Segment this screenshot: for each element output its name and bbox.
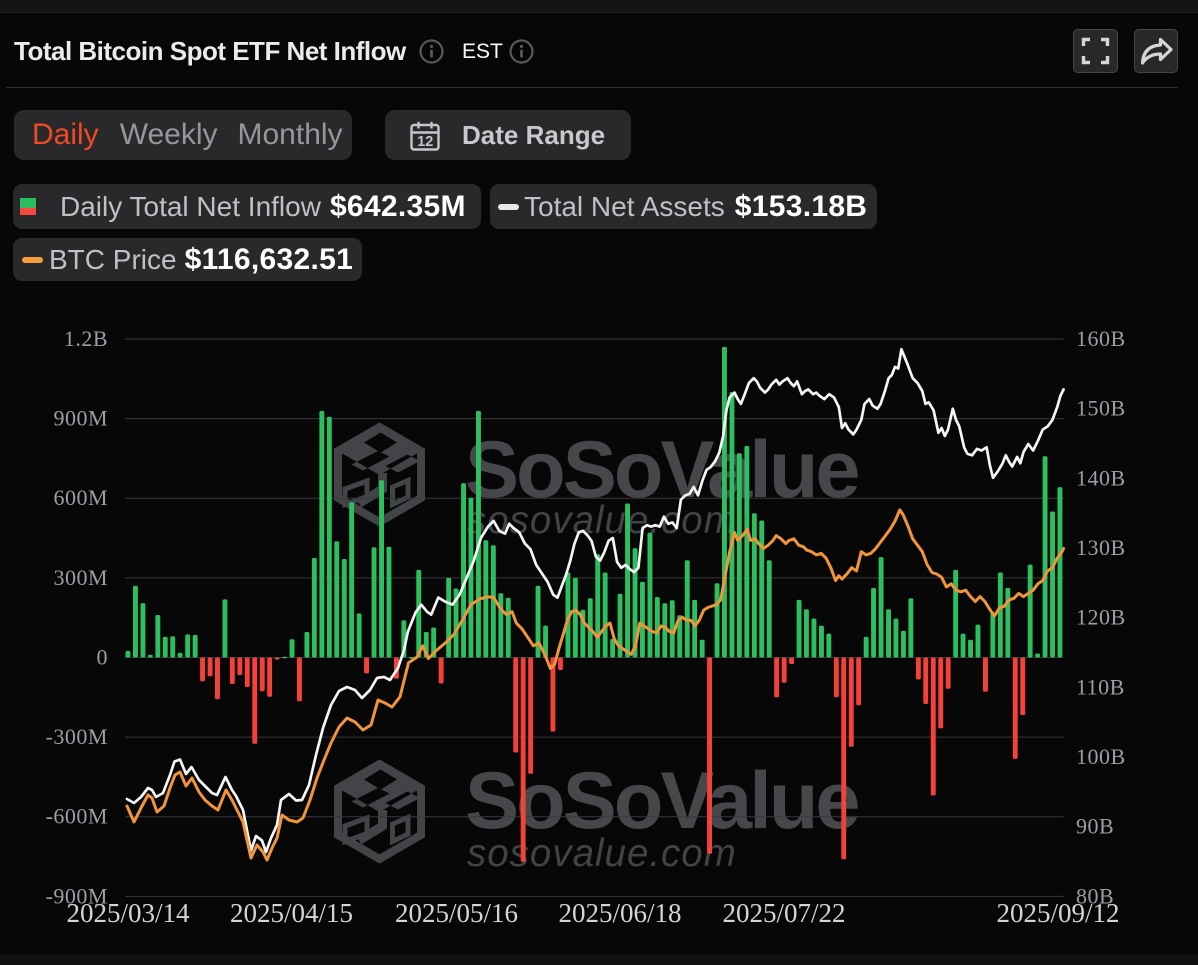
- svg-text:80B: 80B: [1076, 883, 1114, 908]
- svg-text:150B: 150B: [1076, 396, 1126, 421]
- svg-text:sosovalue.com: sosovalue.com: [467, 499, 737, 542]
- svg-text:0: 0: [97, 645, 109, 670]
- svg-text:600M: 600M: [53, 485, 108, 510]
- svg-text:90B: 90B: [1076, 814, 1114, 839]
- svg-text:900M: 900M: [53, 406, 108, 431]
- svg-text:-600M: -600M: [46, 804, 108, 829]
- svg-text:2025/06/18: 2025/06/18: [558, 898, 681, 928]
- svg-text:140B: 140B: [1076, 465, 1126, 490]
- svg-text:sosovalue.com: sosovalue.com: [467, 832, 737, 875]
- svg-text:-300M: -300M: [46, 724, 108, 749]
- svg-text:2025/04/15: 2025/04/15: [230, 898, 353, 928]
- svg-text:100B: 100B: [1076, 744, 1126, 769]
- svg-text:300M: 300M: [53, 565, 108, 590]
- svg-text:2025/09/12: 2025/09/12: [996, 898, 1119, 928]
- svg-text:SoSoValue: SoSoValue: [465, 425, 858, 515]
- svg-text:110B: 110B: [1076, 674, 1125, 699]
- svg-text:2025/05/16: 2025/05/16: [395, 898, 518, 928]
- svg-text:12: 12: [417, 134, 433, 150]
- svg-text:2025/07/22: 2025/07/22: [722, 898, 845, 928]
- svg-text:-900M: -900M: [46, 883, 108, 908]
- svg-text:120B: 120B: [1076, 605, 1126, 630]
- svg-text:2025/03/14: 2025/03/14: [66, 898, 190, 928]
- svg-text:130B: 130B: [1076, 535, 1126, 560]
- svg-text:160B: 160B: [1076, 326, 1126, 351]
- svg-text:1.2B: 1.2B: [64, 326, 108, 351]
